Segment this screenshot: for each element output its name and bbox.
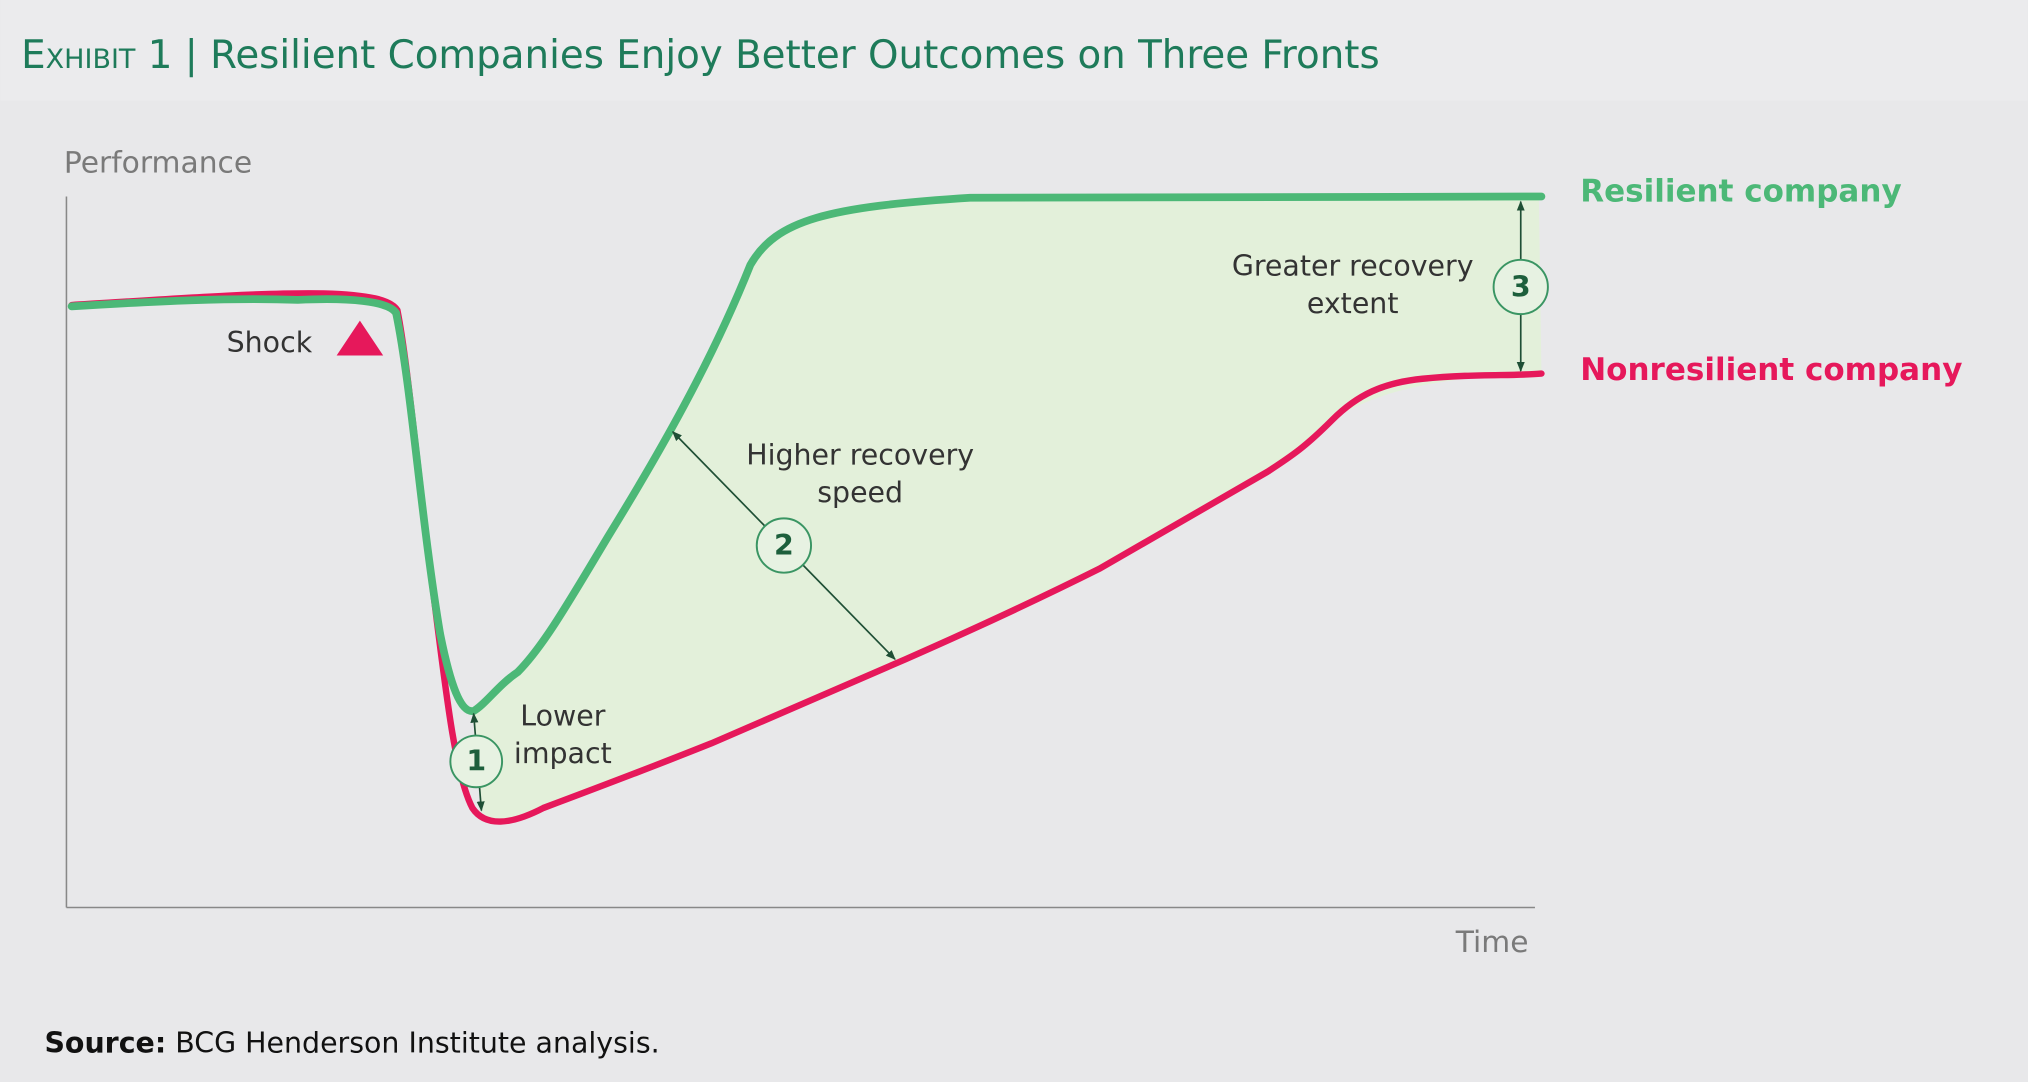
badge-number: 1 — [466, 745, 486, 778]
separator: | — [172, 32, 210, 77]
resilient-line — [67, 192, 1546, 715]
annotation-label: Shock — [227, 326, 313, 359]
annotation-label: Higher recovery — [746, 438, 974, 471]
line-label: Resilient company — [1580, 174, 1901, 210]
header: Exhibit 1 | Resilient Companies Enjoy Be… — [21, 32, 1379, 77]
source-text: BCG Henderson Institute analysis. — [175, 1027, 659, 1060]
advantage-area — [472, 196, 1542, 820]
badge — [1492, 258, 1549, 316]
source-label: Source: — [44, 1027, 166, 1060]
line-label: Nonresilient company — [1580, 352, 1962, 388]
title: Resilient Companies Enjoy Better Outcome… — [210, 32, 1380, 77]
annotation-label: Lower — [520, 699, 605, 732]
source: Source: BCG Henderson Institute analysis… — [44, 1027, 659, 1060]
badge — [449, 734, 504, 789]
header-band — [0, 0, 2028, 101]
x-axis-label: Time — [1455, 925, 1529, 960]
badge-number: 2 — [774, 529, 794, 562]
exhibit-label: Exhibit 1 — [21, 32, 172, 77]
source-space — [166, 1027, 175, 1060]
badge — [755, 517, 813, 574]
badge-number: 3 — [1511, 270, 1531, 303]
annotation-label: impact — [514, 737, 612, 770]
annotation-label: speed — [817, 476, 903, 509]
y-axis-label: Performance — [64, 146, 252, 181]
annotation-label: Greater recovery — [1232, 250, 1474, 283]
annotation-label: extent — [1307, 287, 1399, 320]
shock-marker — [336, 320, 384, 356]
